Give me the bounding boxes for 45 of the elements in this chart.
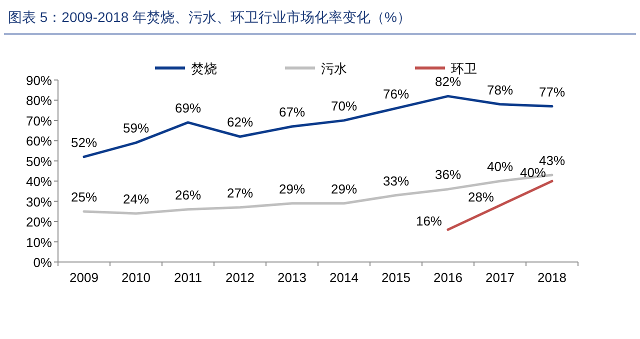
data-label: 78% <box>486 82 514 98</box>
x-tick-label: 2009 <box>70 270 98 285</box>
y-tick-label: 0% <box>33 255 52 270</box>
y-tick-label: 80% <box>26 93 52 108</box>
x-tick-label: 2010 <box>122 270 150 285</box>
y-tick-label: 40% <box>26 174 52 190</box>
data-label: 26% <box>174 187 202 202</box>
data-label: 59% <box>122 120 150 136</box>
y-tick-label: 20% <box>26 214 52 230</box>
y-tick-label: 70% <box>26 113 52 128</box>
x-tick-label: 2013 <box>278 270 306 285</box>
y-tick-label: 30% <box>26 194 52 210</box>
data-label: 36% <box>434 167 462 182</box>
data-label: 76% <box>382 86 410 102</box>
data-label: 29% <box>278 181 306 196</box>
data-label: 24% <box>122 191 150 206</box>
y-tick-label: 50% <box>26 154 52 169</box>
y-tick-label: 60% <box>26 134 52 149</box>
legend-label: 环卫 <box>451 61 477 76</box>
legend-label: 污水 <box>321 61 347 76</box>
data-label: 82% <box>434 74 462 90</box>
x-tick-label: 2017 <box>486 270 514 285</box>
data-label: 29% <box>330 181 358 196</box>
data-label: 27% <box>226 185 254 200</box>
x-tick-label: 2012 <box>226 270 254 285</box>
data-label: 70% <box>330 98 358 114</box>
data-label: 33% <box>382 173 410 188</box>
data-label: 69% <box>174 100 202 116</box>
x-tick-label: 2015 <box>382 270 410 285</box>
x-tick-label: 2018 <box>538 270 566 285</box>
chart-title: 图表 5：2009-2018 年焚烧、污水、环卫行业市场化率变化（%） <box>8 9 411 25</box>
data-label: 28% <box>468 189 494 204</box>
x-tick-label: 2016 <box>434 270 462 285</box>
data-label: 25% <box>70 189 98 204</box>
legend-label: 焚烧 <box>191 61 217 76</box>
data-label: 16% <box>416 214 442 229</box>
data-label: 52% <box>70 134 98 150</box>
data-label: 77% <box>538 84 566 100</box>
x-tick-label: 2011 <box>174 270 202 285</box>
y-tick-label: 90% <box>26 73 52 88</box>
data-label: 67% <box>278 104 306 120</box>
x-tick-label: 2014 <box>330 270 358 285</box>
data-label: 62% <box>226 114 254 130</box>
y-tick-label: 10% <box>26 234 52 250</box>
data-label: 40% <box>486 159 514 174</box>
